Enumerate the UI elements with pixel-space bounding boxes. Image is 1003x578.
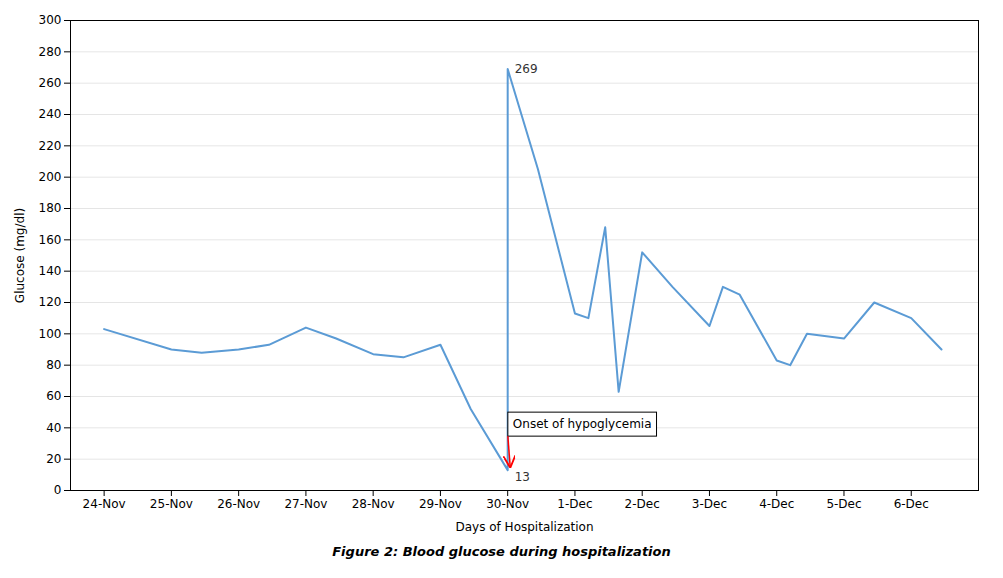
svg-text:200: 200: [39, 170, 62, 184]
svg-text:180: 180: [39, 201, 62, 215]
svg-text:3-Dec: 3-Dec: [692, 497, 727, 511]
svg-text:100: 100: [39, 327, 62, 341]
svg-text:Onset of hypoglycemia: Onset of hypoglycemia: [513, 417, 652, 431]
svg-text:28-Nov: 28-Nov: [352, 497, 395, 511]
svg-text:160: 160: [39, 233, 62, 247]
svg-text:60: 60: [46, 389, 61, 403]
svg-text:24-Nov: 24-Nov: [83, 497, 126, 511]
svg-text:29-Nov: 29-Nov: [419, 497, 462, 511]
svg-text:Days of Hospitalization: Days of Hospitalization: [455, 520, 593, 534]
svg-text:1-Dec: 1-Dec: [557, 497, 592, 511]
svg-text:80: 80: [46, 358, 61, 372]
svg-text:240: 240: [39, 107, 62, 121]
html-text:Figure 2: Blood glucose during: Figure 2: Blood glucose during hospitali…: [332, 544, 671, 559]
svg-text:40: 40: [46, 421, 61, 435]
svg-text:0: 0: [54, 483, 62, 497]
svg-text:269: 269: [515, 62, 538, 76]
svg-text:260: 260: [39, 76, 62, 90]
svg-text:27-Nov: 27-Nov: [284, 497, 327, 511]
svg-text:5-Dec: 5-Dec: [826, 497, 861, 511]
svg-text:220: 220: [39, 139, 62, 153]
svg-text:140: 140: [39, 264, 62, 278]
svg-text:300: 300: [39, 13, 62, 27]
svg-text:280: 280: [39, 45, 62, 59]
svg-text:13: 13: [515, 470, 530, 484]
svg-text:2-Dec: 2-Dec: [625, 497, 660, 511]
svg-text:6-Dec: 6-Dec: [894, 497, 929, 511]
svg-text:4-Dec: 4-Dec: [759, 497, 794, 511]
svg-text:120: 120: [39, 295, 62, 309]
svg-text:20: 20: [46, 452, 61, 466]
svg-text:26-Nov: 26-Nov: [217, 497, 260, 511]
svg-text:30-Nov: 30-Nov: [486, 497, 529, 511]
svg-text:Glucose (mg/dl): Glucose (mg/dl): [13, 208, 27, 303]
svg-text:25-Nov: 25-Nov: [150, 497, 193, 511]
